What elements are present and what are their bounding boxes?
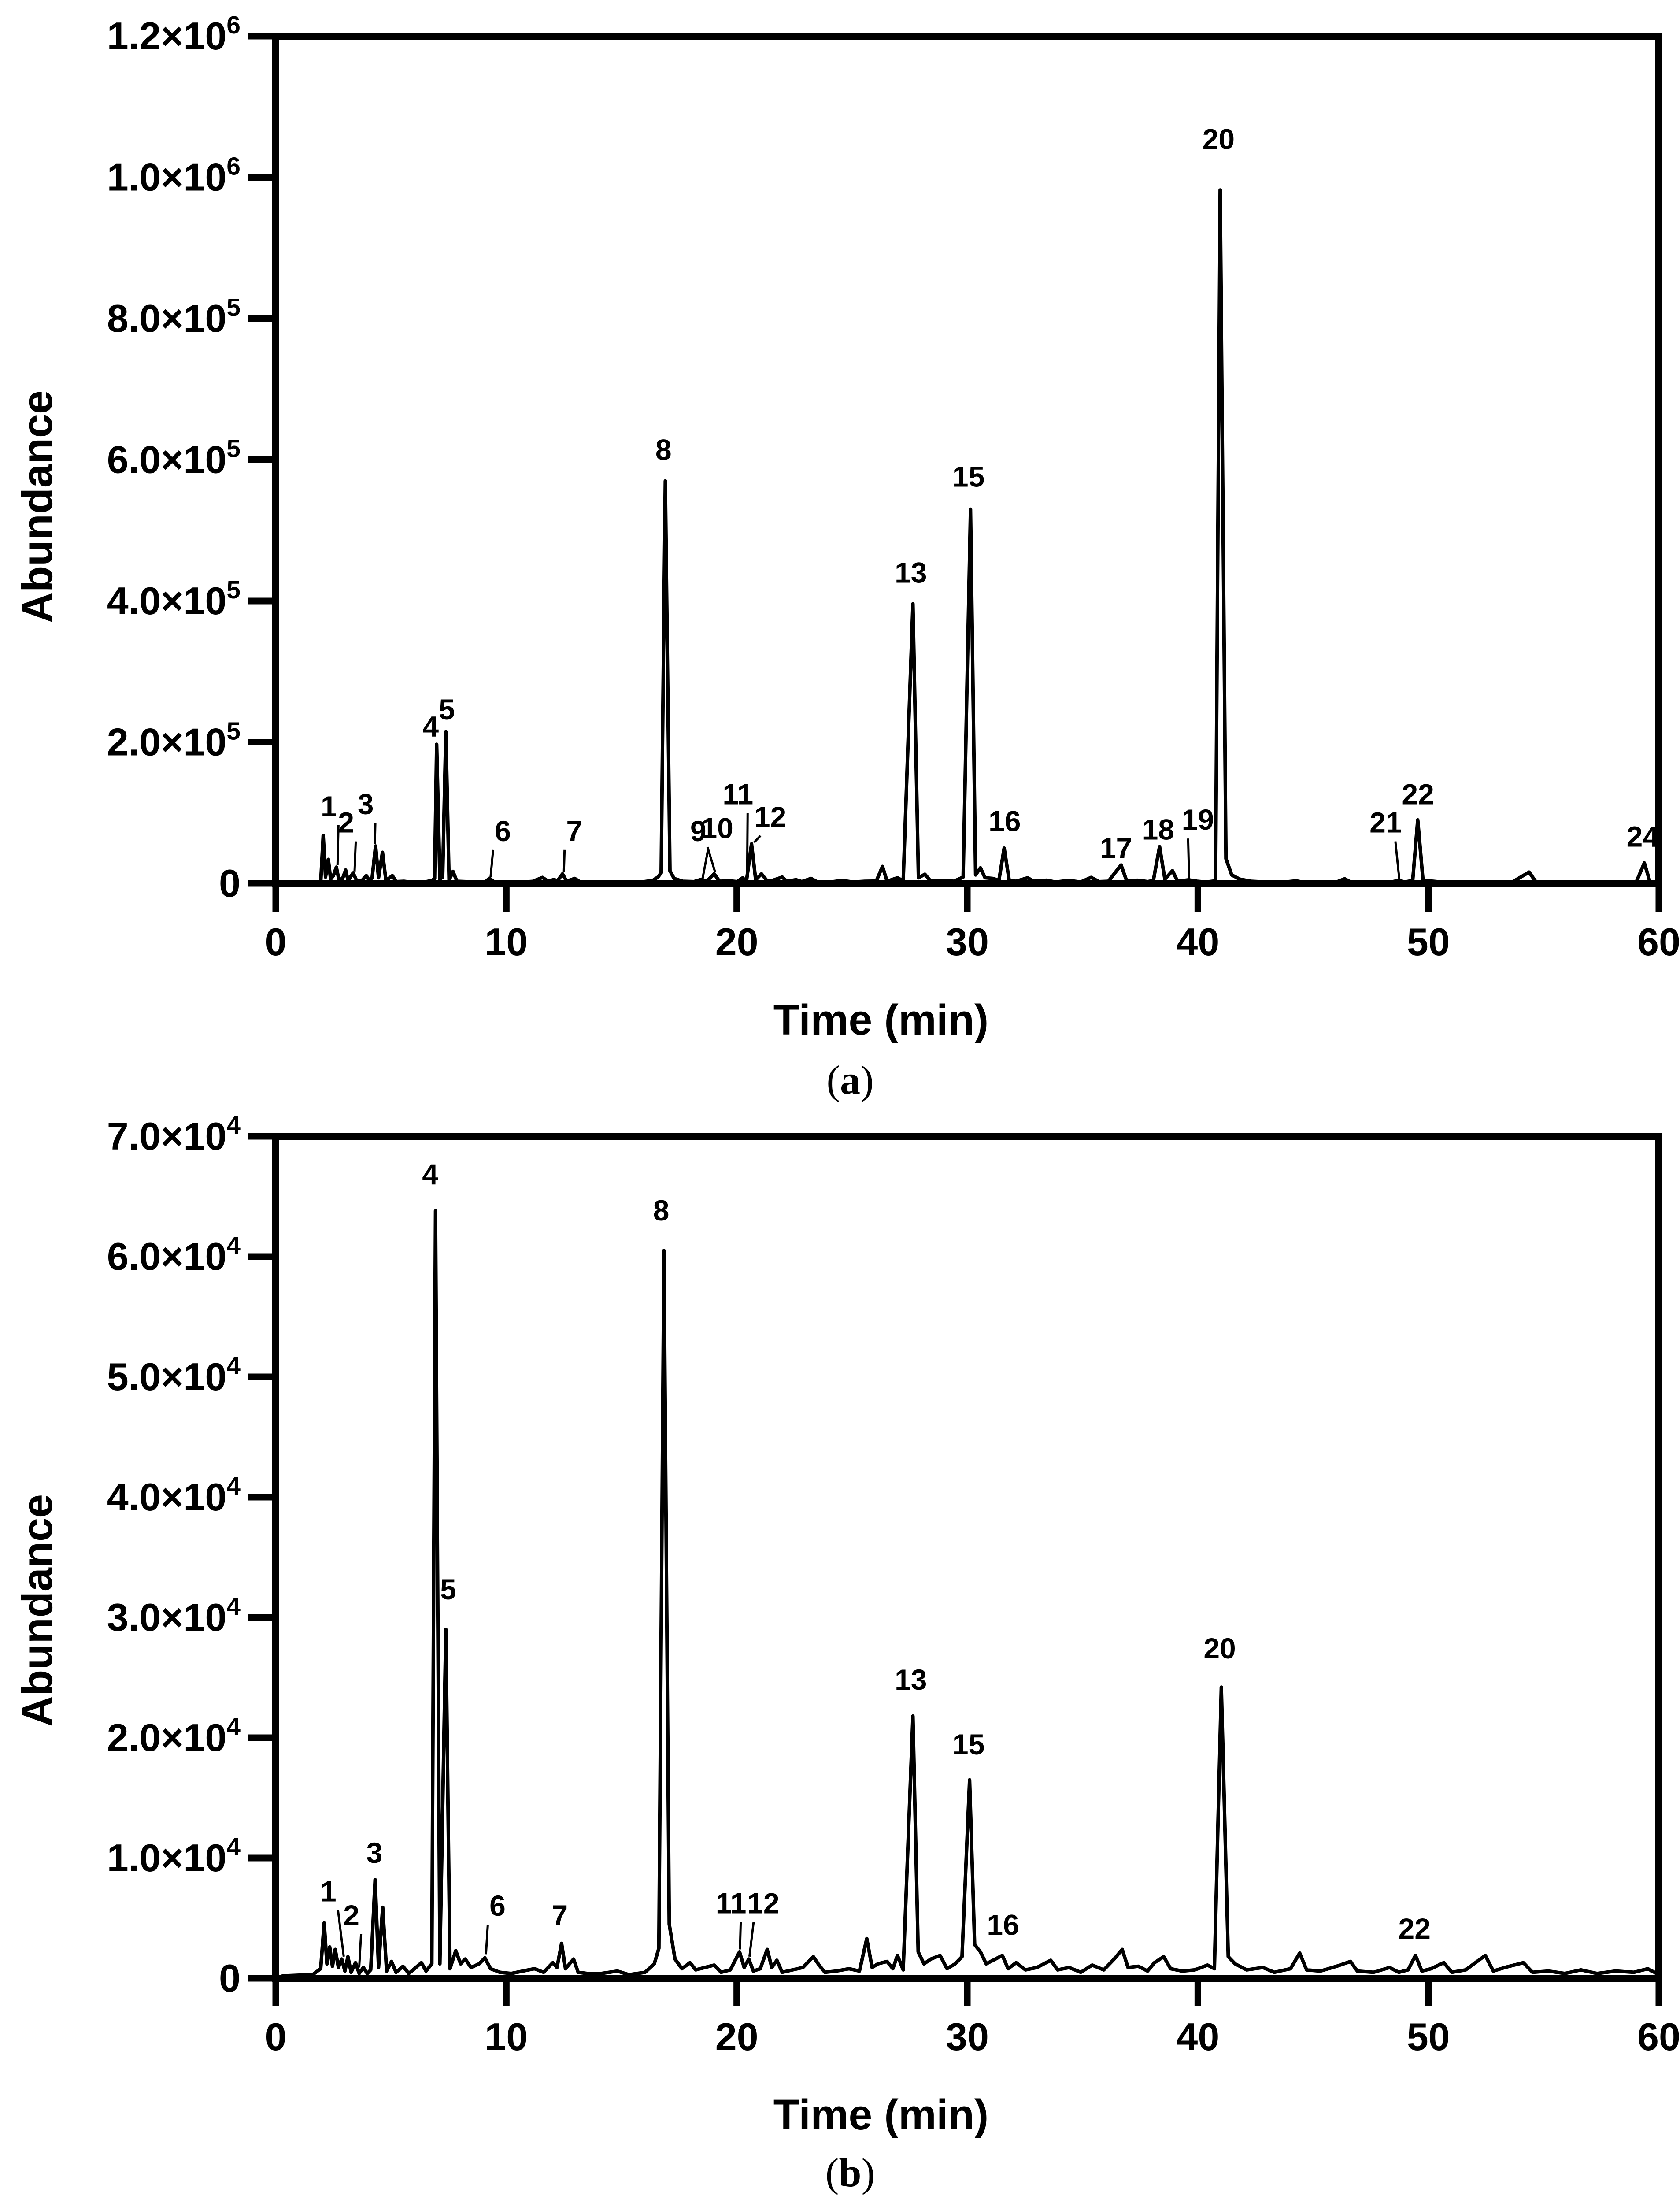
plot-frame	[272, 1133, 1662, 1982]
caption-a-letter: a	[840, 1057, 860, 1102]
tic-trace	[281, 188, 1658, 885]
peak-label-8: 8	[655, 434, 672, 466]
peak-label-19: 19	[1182, 803, 1214, 836]
y-axis-title: Abundance	[13, 390, 61, 623]
x-axis-tick-label: 60	[1637, 920, 1680, 964]
x-axis-tick-label: 10	[485, 2015, 528, 2058]
plot-frame	[272, 33, 1662, 887]
y-axis-tick-label: 1.2×106	[107, 11, 241, 58]
caption-b-open: (	[825, 2150, 839, 2195]
caption-b-letter: b	[839, 2150, 862, 2195]
y-axis-tick-label: 1.0×104	[107, 1833, 241, 1880]
peak-leader-line-6	[489, 849, 494, 877]
peak-leader-line-2	[353, 841, 357, 872]
peak-label-13: 13	[895, 1663, 927, 1696]
chromatogram-panel-b: 0 10 20 30 40 50 607.0×1046.0×1045.0×1044.0×10…	[13, 1111, 1680, 2139]
peak-label-11: 11	[716, 1887, 747, 1920]
peak-label-5: 5	[440, 1573, 456, 1606]
peak-label-4: 4	[422, 710, 439, 743]
peak-label-2: 2	[343, 1899, 359, 1932]
peak-label-16: 16	[987, 1909, 1019, 1941]
peak-label-11: 11	[722, 778, 753, 811]
x-axis-tick-label: 60	[1637, 2015, 1680, 2058]
y-axis-tick-label: 0	[219, 1956, 241, 2000]
peak-label-1: 1	[321, 790, 337, 823]
peak-label-4: 4	[422, 1158, 438, 1191]
peak-label-20: 20	[1203, 1632, 1236, 1665]
x-axis-tick-label: 20	[715, 2015, 759, 2058]
y-axis-tick-label: 4.0×104	[107, 1472, 241, 1519]
x-axis-tick-label: 30	[946, 2015, 989, 2058]
caption-a-open: (	[826, 1057, 840, 1102]
peak-label-6: 6	[495, 815, 511, 847]
peak-leader-line-12	[748, 1922, 755, 1957]
caption-b-close: )	[861, 2150, 875, 2195]
peak-leader-line-19	[1187, 838, 1190, 879]
peak-label-3: 3	[366, 1836, 383, 1869]
peak-label-6: 6	[489, 1889, 506, 1922]
peak-label-12: 12	[754, 801, 786, 833]
chromatogram-panel-a: 0 10 20 30 40 50 601.2×1061.0×1068.0×1056.0×10…	[13, 11, 1680, 1044]
y-axis-tick-label: 2.0×105	[107, 717, 241, 764]
caption-b: (b)	[0, 2149, 1680, 2196]
peak-label-3: 3	[358, 788, 374, 820]
peak-leader-line-6	[485, 1924, 489, 1955]
x-axis-tick-label: 50	[1407, 2015, 1450, 2058]
peak-leader-line-21	[1394, 841, 1401, 879]
x-axis-tick-label: 10	[485, 920, 528, 964]
peak-label-16: 16	[988, 805, 1021, 837]
peak-label-7: 7	[566, 815, 582, 847]
peak-leader-line-2	[358, 1934, 363, 1968]
peak-label-13: 13	[895, 556, 927, 589]
peak-label-5: 5	[439, 693, 455, 726]
caption-a-close: )	[860, 1057, 874, 1102]
peak-label-22: 22	[1402, 778, 1434, 811]
tic-trace	[281, 1209, 1658, 1978]
peak-label-1: 1	[320, 1875, 337, 1907]
x-axis-tick-label: 0	[265, 2015, 287, 2058]
y-axis-tick-label: 8.0×105	[107, 293, 241, 340]
y-axis-tick-label: 3.0×104	[107, 1592, 241, 1639]
peak-label-9: 9	[690, 815, 707, 847]
peak-leader-line-1	[337, 1910, 345, 1957]
y-axis-tick-label: 2.0×104	[107, 1713, 241, 1759]
y-axis-tick-label: 0	[219, 861, 241, 905]
peak-label-24: 24	[1627, 820, 1659, 853]
peak-leader-line-12	[753, 835, 762, 843]
caption-a: (a)	[0, 1057, 1680, 1103]
y-axis-tick-label: 7.0×104	[107, 1111, 241, 1158]
x-axis-tick-label: 40	[1176, 2015, 1219, 2058]
peak-label-7: 7	[551, 1899, 568, 1932]
peak-label-18: 18	[1142, 813, 1174, 846]
x-axis-title: Time (min)	[773, 996, 989, 1044]
y-axis-tick-label: 6.0×104	[107, 1231, 241, 1278]
peak-label-21: 21	[1369, 806, 1402, 839]
peak-label-12: 12	[747, 1887, 779, 1920]
peak-leader-line-1	[336, 825, 340, 865]
peak-label-2: 2	[338, 806, 354, 839]
peak-label-20: 20	[1203, 122, 1235, 155]
x-axis-tick-label: 30	[946, 920, 989, 964]
peak-label-10: 10	[701, 812, 733, 844]
y-axis-tick-label: 1.0×106	[107, 152, 241, 199]
y-axis-tick-label: 4.0×105	[107, 576, 241, 623]
peak-leader-line-7	[562, 849, 566, 872]
x-axis-tick-label: 40	[1176, 920, 1219, 964]
peak-label-17: 17	[1100, 831, 1132, 864]
y-axis-title: Abundance	[13, 1494, 61, 1727]
y-axis-tick-label: 6.0×105	[107, 435, 241, 482]
peak-label-22: 22	[1399, 1912, 1431, 1945]
x-axis-tick-label: 50	[1407, 920, 1450, 964]
peak-label-15: 15	[952, 460, 984, 493]
x-axis-tick-label: 0	[265, 920, 287, 964]
peak-label-8: 8	[653, 1194, 670, 1227]
y-axis-tick-label: 5.0×104	[107, 1352, 241, 1398]
peak-leader-line-11	[739, 1922, 742, 1950]
x-axis-tick-label: 20	[715, 920, 759, 964]
peak-leader-line-9	[701, 849, 709, 879]
peak-leader-line-10	[706, 846, 716, 873]
peak-label-15: 15	[952, 1728, 984, 1761]
x-axis-title: Time (min)	[773, 2091, 989, 2139]
